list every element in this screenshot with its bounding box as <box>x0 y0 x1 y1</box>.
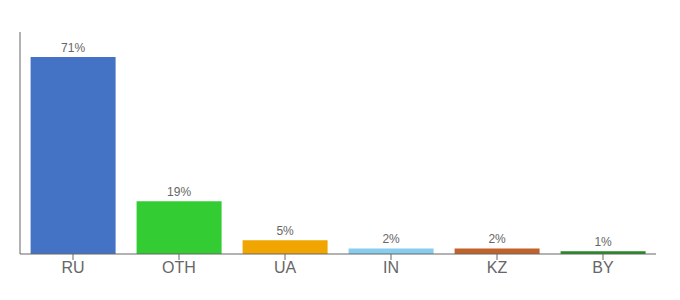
svg-text:2%: 2% <box>488 232 506 246</box>
svg-text:OTH: OTH <box>162 259 196 276</box>
svg-text:KZ: KZ <box>487 259 508 276</box>
svg-text:19%: 19% <box>167 185 191 199</box>
svg-text:UA: UA <box>274 259 297 276</box>
svg-text:2%: 2% <box>382 232 400 246</box>
svg-text:1%: 1% <box>594 235 612 249</box>
svg-text:RU: RU <box>61 259 84 276</box>
svg-text:IN: IN <box>383 259 399 276</box>
svg-text:71%: 71% <box>61 41 85 55</box>
svg-text:5%: 5% <box>276 224 294 238</box>
svg-text:BY: BY <box>592 259 614 276</box>
